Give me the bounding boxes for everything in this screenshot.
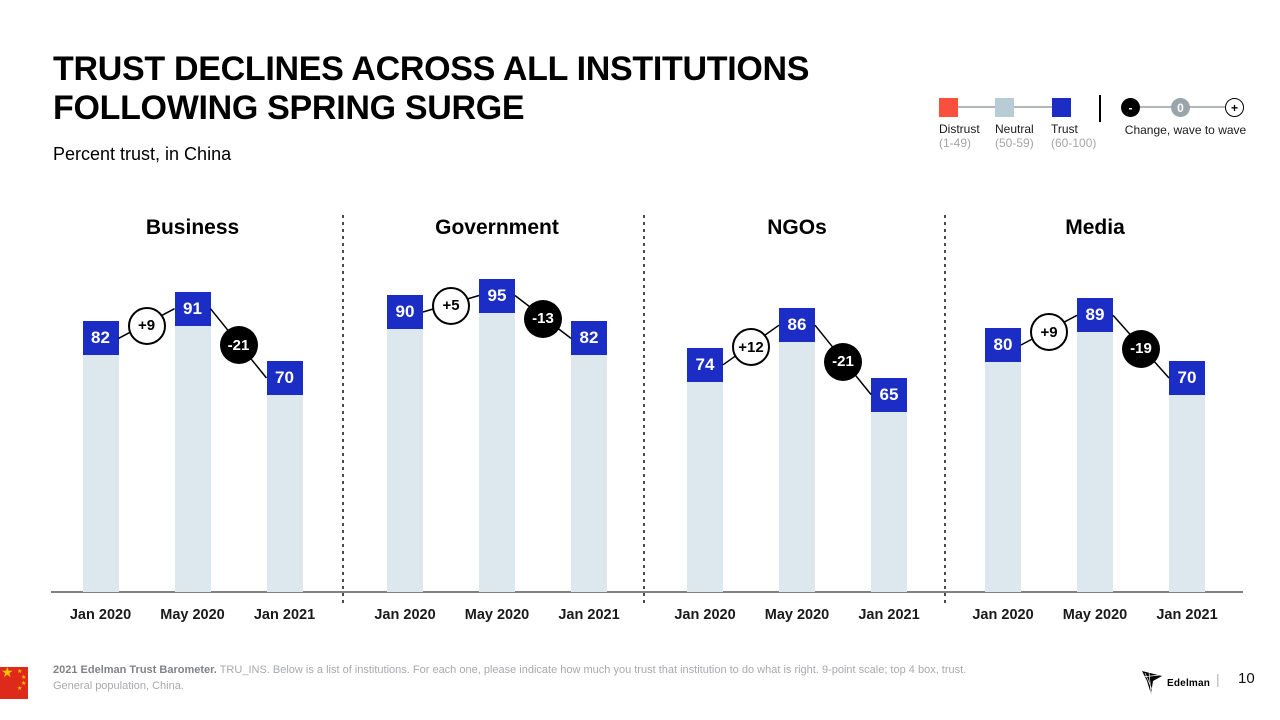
trust-bar bbox=[266, 361, 303, 592]
change-circle-negative: -21 bbox=[219, 326, 258, 365]
page-title-line1: TRUST DECLINES ACROSS ALL INSTITUTIONS bbox=[53, 50, 810, 88]
category-label: Jan 2021 bbox=[253, 607, 316, 623]
page-subtitle: Percent trust, in China bbox=[53, 144, 232, 164]
change-circle-negative: -19 bbox=[1122, 329, 1160, 368]
legend-range: (1-49) bbox=[939, 136, 972, 150]
trust-bar-value: 70 bbox=[266, 361, 303, 395]
legend-range: (60-100) bbox=[1051, 136, 1097, 150]
panel-title-media: Media bbox=[1065, 216, 1125, 239]
trust-bar bbox=[1169, 361, 1205, 592]
plus-circle-icon: + bbox=[1225, 98, 1244, 117]
trust-bar-value: 65 bbox=[871, 377, 907, 412]
trust-swatch-icon bbox=[1052, 98, 1071, 117]
china-flag-icon: ★ ★ ★ ★ ★ bbox=[0, 664, 28, 699]
page-number: 10 bbox=[1238, 670, 1255, 687]
brand-block: Edelman bbox=[1140, 669, 1260, 699]
trust-bar bbox=[387, 295, 423, 592]
brand-name: Edelman bbox=[1167, 678, 1211, 689]
panel-divider bbox=[643, 215, 645, 605]
trust-bar bbox=[871, 377, 907, 592]
category-label: May 2020 bbox=[1062, 607, 1128, 623]
trust-bar bbox=[174, 291, 211, 592]
panel-title-ngos: NGOs bbox=[767, 216, 827, 239]
category-label: Jan 2021 bbox=[1156, 607, 1218, 623]
trust-bar-value: 82 bbox=[82, 321, 119, 356]
trust-bar bbox=[779, 308, 815, 592]
trust-bar bbox=[687, 347, 723, 592]
trust-bar-value: 95 bbox=[479, 278, 515, 313]
category-label: Jan 2020 bbox=[972, 607, 1034, 623]
page-separator: | bbox=[1216, 671, 1220, 687]
legend-item-distrust: Distrust (1-49) bbox=[939, 122, 980, 150]
trust-bar-value: 82 bbox=[571, 321, 607, 356]
trust-bar-value: 70 bbox=[1169, 361, 1205, 395]
distrust-swatch-icon bbox=[939, 98, 958, 117]
legend-label: Neutral bbox=[995, 122, 1034, 136]
trust-bar-value: 89 bbox=[1077, 298, 1113, 333]
change-circle-positive: +9 bbox=[127, 306, 166, 345]
category-label: Jan 2021 bbox=[858, 607, 920, 623]
panel-title-business: Business bbox=[145, 216, 240, 239]
legend-item-trust: Trust (60-100) bbox=[1051, 122, 1096, 150]
page-title: TRUST DECLINES ACROSS ALL INSTITUTIONS F… bbox=[53, 50, 809, 128]
change-circle-positive: +5 bbox=[432, 286, 470, 325]
legend-change-label: Change, wave to wave bbox=[1124, 123, 1247, 137]
category-label: Jan 2020 bbox=[674, 607, 736, 623]
page-title-line2: FOLLOWING SPRING SURGE bbox=[53, 89, 525, 127]
legend-change: - 0 + Change, wave to wave bbox=[1120, 96, 1260, 156]
panel-title-government: Government bbox=[435, 216, 559, 239]
legend-separator bbox=[1099, 95, 1101, 122]
trust-bar-value: 80 bbox=[985, 328, 1021, 362]
trust-bar-value: 74 bbox=[687, 347, 723, 382]
trust-bar bbox=[1077, 298, 1113, 592]
change-circle-positive: +12 bbox=[732, 328, 770, 366]
category-label: May 2020 bbox=[160, 607, 225, 623]
legend-item-neutral: Neutral (50-59) bbox=[995, 122, 1034, 150]
legend-range: (50-59) bbox=[995, 136, 1034, 150]
category-label: May 2020 bbox=[764, 607, 830, 623]
change-circle-negative: -13 bbox=[524, 299, 562, 338]
category-label: Jan 2020 bbox=[374, 607, 436, 623]
change-circle-positive: +9 bbox=[1030, 313, 1068, 352]
category-label: Jan 2021 bbox=[558, 607, 620, 623]
legend-label: Distrust bbox=[939, 122, 980, 136]
trust-bar bbox=[985, 328, 1021, 592]
change-circle-negative: -21 bbox=[824, 342, 862, 381]
zero-circle-icon: 0 bbox=[1171, 98, 1190, 117]
trust-bar-value: 90 bbox=[387, 295, 423, 329]
trust-bar-value: 86 bbox=[779, 308, 815, 343]
minus-circle-icon: - bbox=[1121, 98, 1140, 117]
category-label: Jan 2020 bbox=[69, 607, 132, 623]
source-title: 2021 Edelman Trust Barometer. bbox=[53, 664, 217, 676]
trust-bar bbox=[479, 278, 515, 592]
trust-bar bbox=[571, 321, 607, 592]
category-label: May 2020 bbox=[464, 607, 530, 623]
legend-label: Trust bbox=[1051, 122, 1078, 136]
source-population: General population, China. bbox=[53, 679, 184, 692]
trust-bar-value: 91 bbox=[174, 291, 211, 326]
axis-baseline bbox=[51, 591, 1243, 593]
source-footnote: 2021 Edelman Trust Barometer. TRU_INS. B… bbox=[53, 663, 1083, 694]
trust-bar bbox=[82, 321, 119, 592]
source-question: TRU_INS. Below is a list of institutions… bbox=[216, 664, 967, 676]
edelman-logo-icon bbox=[1141, 671, 1162, 694]
panel-divider bbox=[341, 215, 344, 605]
panel-divider bbox=[944, 215, 946, 605]
neutral-swatch-icon bbox=[995, 98, 1014, 117]
legend-scale: Distrust (1-49) Neutral (50-59) Trust (6… bbox=[939, 96, 1129, 156]
